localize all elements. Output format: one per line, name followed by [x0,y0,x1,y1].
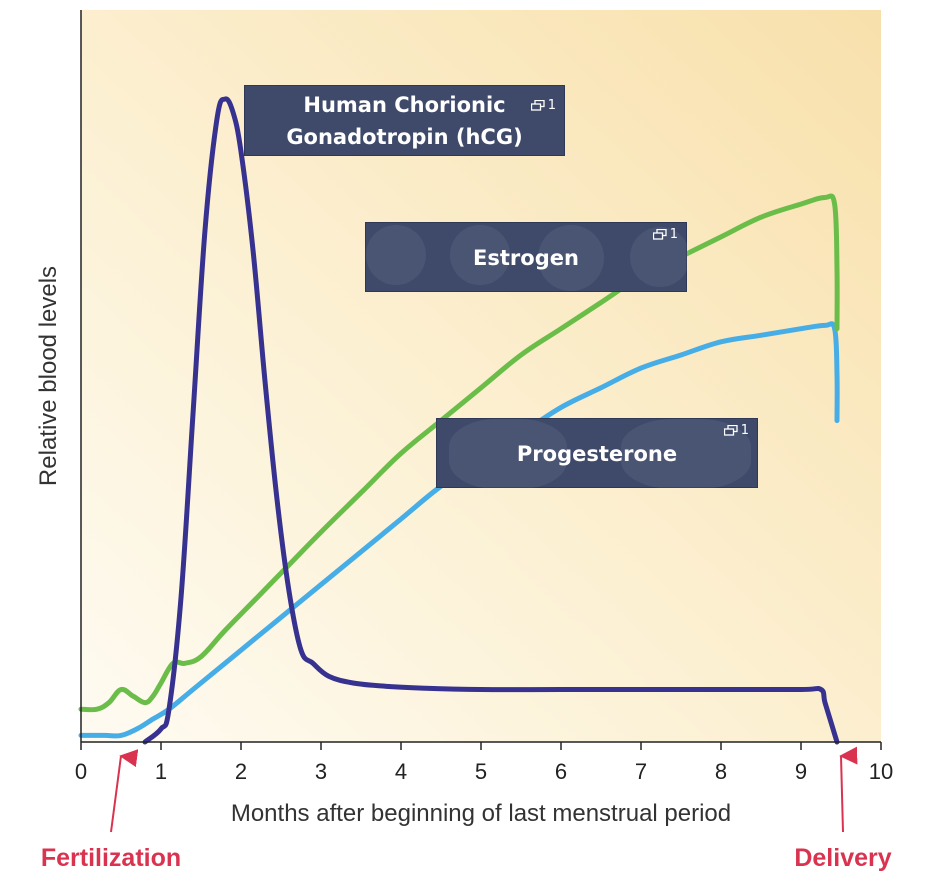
x-ticks: 0 1 2 3 4 5 6 7 8 9 10 [75,742,893,784]
progesterone-decor-circle [449,419,567,489]
estrogen-decor-circle [538,225,604,291]
x-tick-label: 2 [235,759,247,784]
estrogen-decor-circle [366,225,426,285]
hcg-label-line1: Human Chorionic [303,93,506,117]
annotations: Fertilization Delivery [41,746,892,872]
hcg-label[interactable]: Human Chorionic Gonadotropin (hCG) 1 [244,85,565,156]
x-tick-label: 3 [315,759,327,784]
x-tick-label: 10 [869,759,893,784]
x-tick-label: 5 [475,759,487,784]
estrogen-decor-circle [450,225,510,285]
hcg-reference[interactable]: 1 [530,90,556,122]
delivery-arrow [839,746,858,833]
x-tick-label: 6 [555,759,567,784]
fertilization-arrow [110,749,139,833]
x-tick-label: 7 [635,759,647,784]
progesterone-reference-count: 1 [740,423,749,438]
external-link-icon [723,425,738,436]
hcg-reference-count: 1 [547,98,556,113]
series-line-estrogen [78,193,840,713]
estrogen-reference-count: 1 [669,227,678,242]
x-tick-label: 1 [155,759,167,784]
fertilization-label: Fertilization [41,844,181,872]
progesterone-label[interactable]: Progesterone 1 [436,418,758,489]
delivery-label: Delivery [794,844,891,872]
estrogen-label-text: Estrogen [473,246,579,270]
x-tick-label: 0 [75,759,87,784]
x-tick-label: 8 [715,759,727,784]
estrogen-reference[interactable]: 1 [652,227,678,243]
hcg-label-line2: Gonadotropin (hCG) [286,125,523,149]
progesterone-reference[interactable]: 1 [723,423,749,439]
external-link-icon [530,100,545,111]
x-tick-label: 4 [395,759,407,784]
x-tick-label: 9 [795,759,807,784]
series-line-human-chorionic-gonadotropin-hcg [142,96,840,745]
progesterone-label-text: Progesterone [516,442,678,466]
x-axis-title: Months after beginning of last menstrual… [231,800,731,827]
estrogen-label[interactable]: Estrogen 1 [365,222,690,292]
y-axis-title: Relative blood levels [35,266,62,486]
external-link-icon [652,229,667,240]
